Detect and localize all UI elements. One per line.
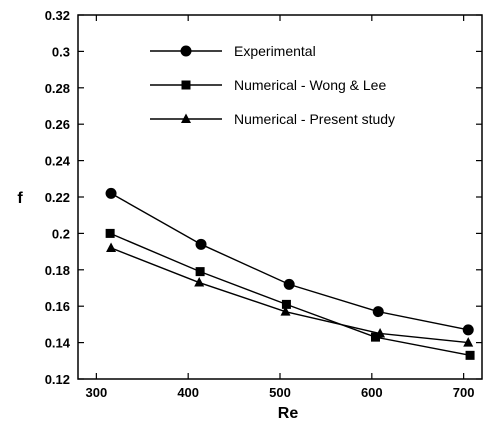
data-point-triangle — [463, 337, 474, 347]
legend-label: Numerical - Present study — [234, 111, 395, 127]
x-tick-label: 300 — [86, 385, 108, 400]
data-point-square — [281, 299, 291, 309]
y-tick-label: 0.28 — [45, 81, 70, 96]
data-point-square — [195, 267, 205, 277]
legend-marker-circle — [180, 45, 192, 57]
ticks-layer: 300 400 500 600 700 0.12 0.14 0.16 0.18 0.2 0.22 0.… — [45, 8, 482, 400]
y-tick-label: 0.12 — [45, 372, 70, 387]
data-point-triangle — [280, 306, 291, 316]
y-tick-label: 0.22 — [45, 190, 70, 205]
data-point-circle — [462, 324, 474, 336]
x-tick-label: 700 — [453, 385, 475, 400]
legend-label: Numerical - Wong & Lee — [234, 77, 386, 93]
y-tick-label: 0.2 — [52, 226, 70, 241]
y-tick-label: 0.3 — [52, 44, 70, 59]
legend-marker-square — [181, 80, 191, 90]
data-point-square — [465, 350, 475, 360]
data-point-triangle — [106, 242, 117, 252]
y-tick-label: 0.24 — [45, 154, 71, 169]
y-axis-label: f — [17, 190, 23, 207]
legend-marker-triangle — [181, 113, 191, 123]
x-tick-label: 500 — [269, 385, 291, 400]
y-tick-label: 0.26 — [45, 117, 70, 132]
data-point-circle — [283, 278, 295, 290]
y-tick-label: 0.14 — [45, 336, 71, 351]
data-point-circle — [195, 238, 207, 250]
data-point-triangle — [194, 277, 205, 287]
data-point-circle — [372, 306, 384, 318]
data-point-circle — [105, 187, 117, 199]
legend: Experimental Numerical - Wong & Lee Numeri… — [150, 43, 395, 127]
series-triangle — [106, 242, 474, 347]
y-tick-label: 0.16 — [45, 299, 70, 314]
y-tick-label: 0.32 — [45, 8, 70, 23]
data-point-square — [105, 228, 115, 238]
plot-frame — [77, 14, 483, 380]
series-line — [110, 247, 469, 344]
y-tick-label: 0.18 — [45, 263, 70, 278]
data-point-triangle — [375, 328, 386, 338]
x-axis-label: Re — [278, 405, 299, 422]
series-circle — [105, 187, 474, 336]
series-layer — [105, 187, 475, 360]
legend-label: Experimental — [234, 43, 316, 59]
x-tick-label: 600 — [361, 385, 383, 400]
series-square — [105, 228, 475, 360]
x-tick-label: 400 — [177, 385, 199, 400]
series-line — [110, 192, 469, 331]
